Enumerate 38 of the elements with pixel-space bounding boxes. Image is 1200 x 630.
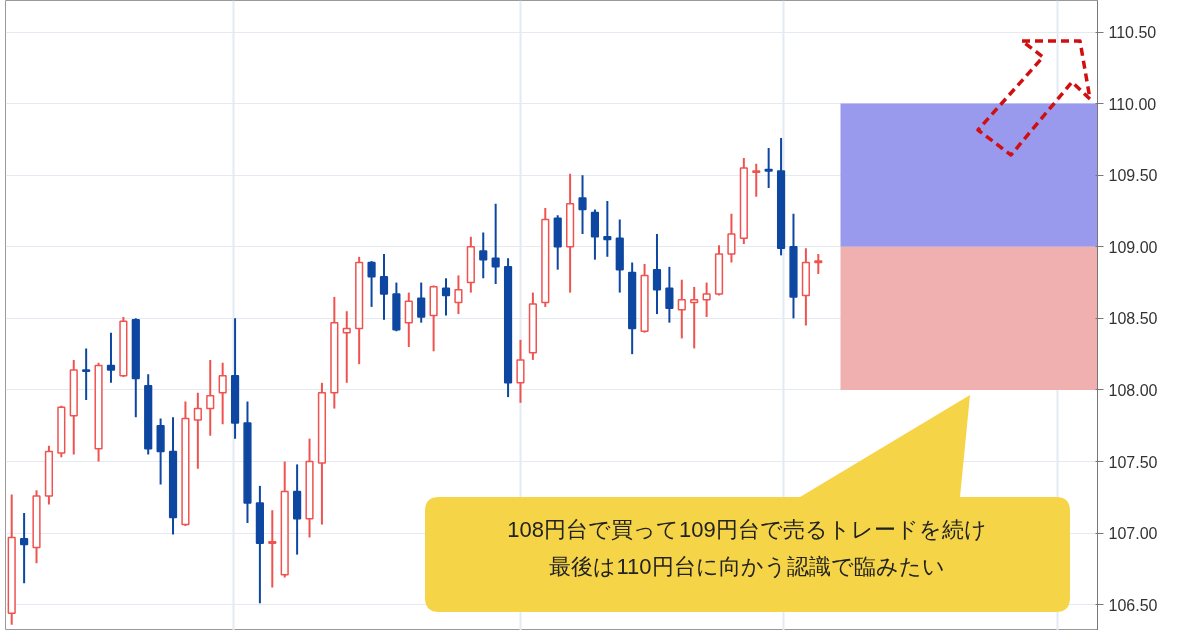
y-tick-label: 107.00 [1108,525,1158,543]
candlestick [690,285,699,350]
candlestick [727,212,736,264]
y-tick-label: 110.50 [1108,24,1157,41]
y-tick-label: 108.50 [1108,310,1158,328]
y-tick-label: 109.00 [1108,238,1158,256]
candlestick [268,509,277,589]
candlestick [379,252,389,321]
y-tick-label: 106.50 [1108,596,1158,614]
candlestick [814,252,823,275]
candlestick [417,281,426,324]
y-tick-label: 107.50 [1108,453,1158,471]
candlestick [516,338,525,404]
candlestick [752,162,761,198]
candlestick [764,146,773,190]
candlestick [702,281,711,318]
candlestick [454,274,463,316]
candlestick [404,291,413,348]
annotation: 最後は110円台に向かう認識で臨みたい [549,553,945,579]
candlestick [82,347,91,401]
candlestick [677,278,686,340]
candlestick [652,232,662,316]
y-tick-label: 109.50 [1108,167,1158,185]
candlestick [441,277,451,317]
candlestick [367,260,376,308]
candlestick [665,265,674,324]
candlestick [193,391,202,470]
candlestick [20,512,29,585]
candlestick [218,361,227,426]
candlestick [206,358,215,437]
candlestick [106,331,116,384]
candlestick [603,199,612,258]
candlestick [491,202,500,285]
y-tick-label: 108.00 [1108,381,1158,399]
candlestick [479,231,488,280]
annotation: 108円台で買って109円台で売るトレードを続け [507,516,987,542]
candlestick [578,174,587,235]
y-tick-label: 110.00 [1108,95,1157,113]
